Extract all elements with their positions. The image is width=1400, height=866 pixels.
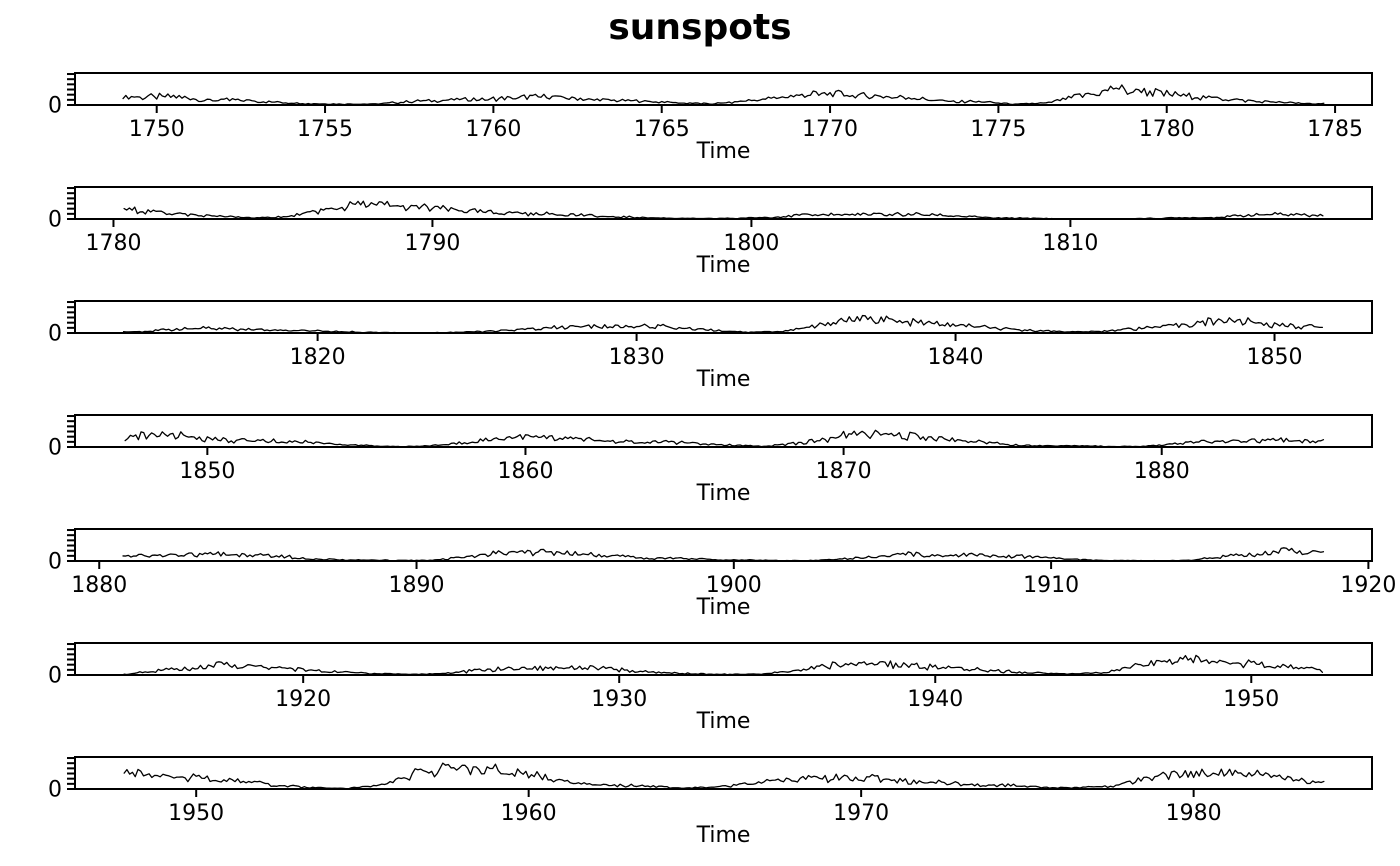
x-axis-title: Time xyxy=(696,139,751,164)
x-axis-title: Time xyxy=(696,709,751,734)
y-zero-label: 0 xyxy=(48,778,62,803)
x-tick-label: 1860 xyxy=(497,459,553,484)
x-tick-label: 1890 xyxy=(389,573,445,598)
x-tick-label: 1750 xyxy=(129,117,185,142)
panel-3: 0 1820 1830 1840 1850 Time xyxy=(48,300,1373,392)
x-tick-label: 1880 xyxy=(71,573,127,598)
x-tick-label: 1785 xyxy=(1307,117,1363,142)
plot-frame xyxy=(74,642,1373,676)
x-tick-label: 1810 xyxy=(1042,231,1098,256)
panel-4: 0 1850 1860 1870 1880 Time xyxy=(48,414,1373,506)
x-tick-label: 1940 xyxy=(907,687,963,712)
x-tick-label: 1900 xyxy=(706,573,762,598)
x-tick-label: 1920 xyxy=(275,687,331,712)
x-tick-label: 1765 xyxy=(634,117,690,142)
panel-7: 0 1950 1960 1970 1980 Time xyxy=(48,756,1373,848)
x-tick-label: 1830 xyxy=(609,345,665,370)
x-tick-label: 1800 xyxy=(723,231,779,256)
x-tick-label: 1950 xyxy=(1223,687,1279,712)
series-line xyxy=(122,84,1325,106)
x-tick-label: 1790 xyxy=(404,231,460,256)
x-tick-label: 1870 xyxy=(816,459,872,484)
x-axis-title: Time xyxy=(696,253,751,278)
y-zero-label: 0 xyxy=(48,322,62,347)
plot-frame xyxy=(74,186,1373,220)
panel-5: 0 1880 1890 1900 1910 1920 Time xyxy=(48,528,1396,620)
x-tick-label: 1770 xyxy=(802,117,858,142)
x-tick-label: 1930 xyxy=(591,687,647,712)
x-tick-label: 1850 xyxy=(1247,345,1303,370)
y-zero-label: 0 xyxy=(48,436,62,461)
x-tick-label: 1820 xyxy=(290,345,346,370)
plot-frame xyxy=(74,300,1373,334)
x-tick-label: 1910 xyxy=(1023,573,1079,598)
series-line xyxy=(124,429,1325,448)
x-tick-label: 1780 xyxy=(1139,117,1195,142)
x-tick-label: 1780 xyxy=(85,231,141,256)
chart-title: sunspots xyxy=(608,7,792,48)
x-tick-label: 1760 xyxy=(465,117,521,142)
x-tick-label: 1980 xyxy=(1166,801,1222,826)
x-tick-label: 1840 xyxy=(928,345,984,370)
y-zero-label: 0 xyxy=(48,550,62,575)
x-tick-label: 1920 xyxy=(1340,573,1396,598)
x-tick-label: 1960 xyxy=(501,801,557,826)
series-line xyxy=(123,654,1324,676)
x-tick-label: 1950 xyxy=(168,801,224,826)
x-tick-label: 1880 xyxy=(1134,459,1190,484)
panel-6: 0 1920 1930 1940 1950 Time xyxy=(48,642,1373,734)
series-line xyxy=(122,547,1325,562)
x-axis-title: Time xyxy=(696,481,751,506)
series-line xyxy=(123,762,1325,790)
plot-frame xyxy=(74,72,1373,106)
panel-1: 0 1750 1755 1760 1765 1770 1775 1780 1785 Time xyxy=(48,72,1373,164)
x-axis-title: Time xyxy=(696,595,751,620)
x-tick-label: 1850 xyxy=(179,459,235,484)
y-zero-label: 0 xyxy=(48,664,62,689)
x-axis-title: Time xyxy=(696,367,751,392)
x-axis-title: Time xyxy=(696,823,751,848)
panel-2: 0 1780 1790 1800 1810 Time xyxy=(48,186,1373,278)
x-tick-label: 1755 xyxy=(297,117,353,142)
x-tick-label: 1775 xyxy=(970,117,1026,142)
x-tick-label: 1970 xyxy=(833,801,889,826)
y-zero-label: 0 xyxy=(48,208,62,233)
series-line xyxy=(122,314,1324,334)
y-zero-label: 0 xyxy=(48,94,62,119)
series-line xyxy=(123,200,1324,220)
